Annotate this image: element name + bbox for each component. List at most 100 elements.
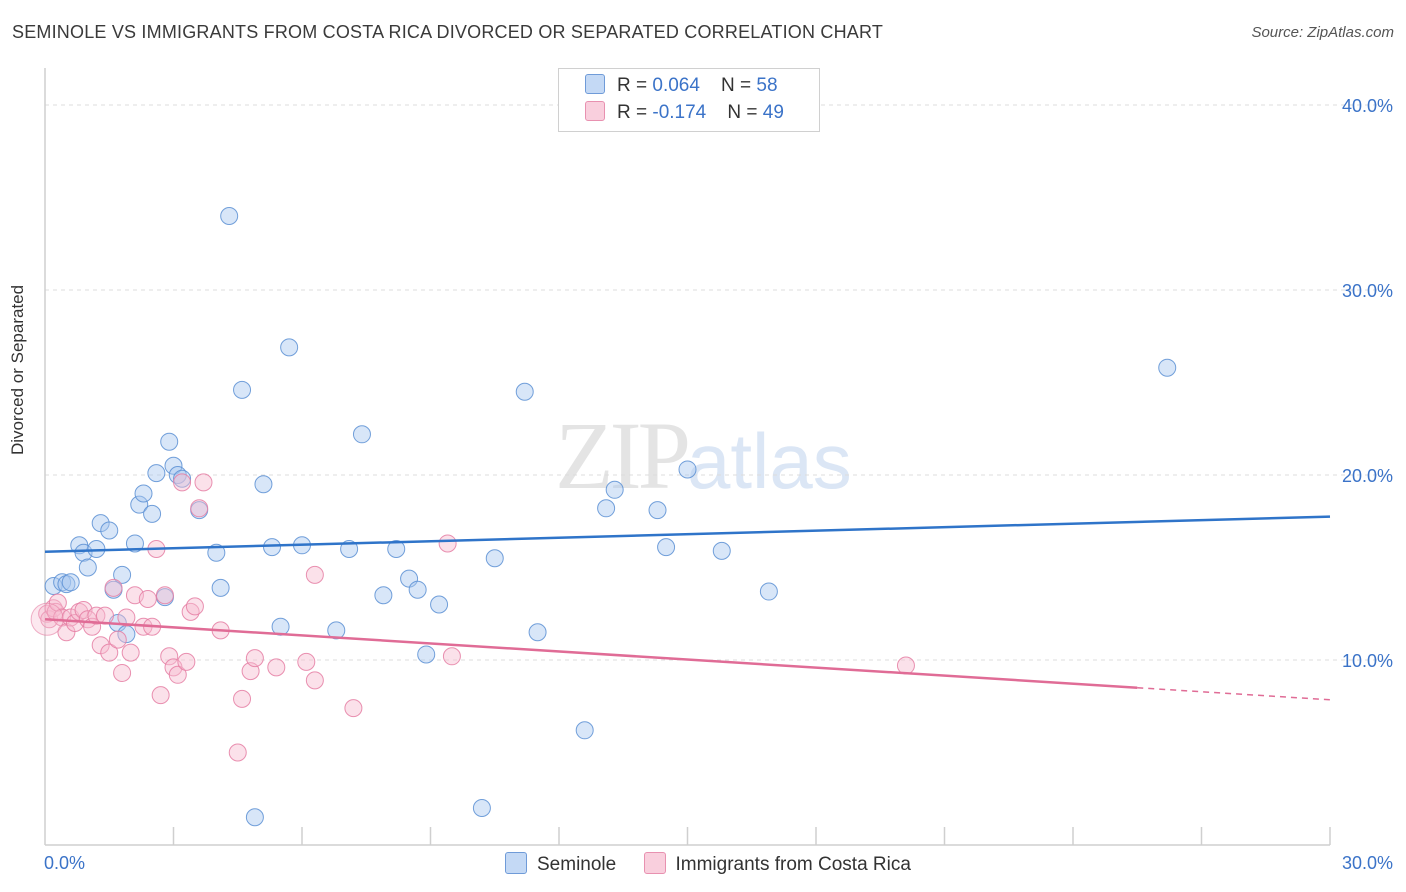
costa-rica-point: [297, 652, 316, 671]
y-tick-label: 10.0%: [1342, 651, 1393, 671]
seminole-point: [125, 534, 144, 553]
seminole-point: [280, 338, 299, 357]
legend-n-value: 49: [762, 102, 784, 123]
costa-rica-point: [896, 656, 915, 675]
series-label-seminole: Seminole: [537, 854, 617, 875]
costa-rica-point: [138, 589, 157, 608]
seminole-point: [245, 808, 264, 827]
costa-rica-point: [305, 565, 324, 584]
seminole-point: [515, 382, 534, 401]
legend-n-label: N =: [721, 75, 757, 96]
legend-swatch-seminole: [585, 74, 605, 94]
costa-rica-point: [438, 534, 457, 553]
costa-rica-point: [121, 643, 140, 662]
legend-n-label: N =: [727, 102, 763, 123]
y-tick-label: 40.0%: [1342, 96, 1393, 116]
costa-rica-point: [344, 699, 363, 718]
seminole-point: [759, 582, 778, 601]
seminole-point: [61, 573, 80, 592]
seminole-trend-line: [44, 515, 1331, 554]
seminole-point: [113, 565, 132, 584]
legend-row-seminole: R = 0.064 N = 58: [585, 74, 778, 100]
costa-rica-point: [305, 671, 324, 690]
series-legend-costa-rica: Immigrants from Costa Rica: [643, 852, 911, 876]
y-tick-label: 30.0%: [1342, 281, 1393, 301]
seminole-point: [130, 495, 149, 514]
costa-rica-point: [267, 658, 286, 677]
costa-rica-point: [233, 689, 252, 708]
seminole-point: [387, 540, 406, 558]
seminole-point: [211, 578, 230, 597]
seminole-point: [173, 469, 192, 488]
y-tick-label: 20.0%: [1342, 466, 1393, 486]
seminole-point: [233, 380, 252, 399]
costa-rica-point: [151, 686, 170, 705]
costa-rica-point: [442, 647, 461, 666]
seminole-point: [485, 549, 504, 568]
legend-r-label: R =: [617, 102, 653, 123]
seminole-point: [597, 499, 616, 518]
seminole-point: [143, 504, 162, 523]
series-legend-seminole: Seminole: [505, 852, 616, 876]
seminole-point: [408, 580, 427, 599]
costa-rica-point: [100, 643, 119, 662]
legend-r-value: 0.064: [652, 75, 700, 96]
series-swatch-costa-rica: [643, 852, 666, 874]
seminole-point: [164, 456, 183, 475]
legend-r-value: -0.174: [652, 102, 707, 123]
seminole-point: [472, 799, 491, 817]
costa-rica-trend-line: [44, 618, 1138, 689]
seminole-point: [263, 538, 282, 557]
y-axis-label: Divorced or Separated: [8, 284, 27, 455]
costa-rica-trend-line-extension: [1137, 686, 1331, 701]
x-tick-label: 30.0%: [1342, 853, 1393, 873]
seminole-point: [1158, 358, 1177, 377]
correlation-legend: R = 0.064 N = 58 R = -0.174 N = 49: [558, 68, 820, 132]
legend-swatch-costa-rica: [585, 101, 605, 121]
seminole-point: [605, 480, 624, 499]
seminole-point: [327, 621, 346, 640]
seminole-point: [678, 460, 697, 479]
costa-rica-point: [104, 578, 123, 597]
x-tick-label: 0.0%: [44, 853, 85, 873]
seminole-point: [78, 558, 97, 577]
watermark-atlas: atlas: [687, 417, 852, 505]
seminole-point: [352, 425, 371, 444]
costa-rica-point: [108, 630, 127, 649]
seminole-point: [374, 586, 393, 605]
costa-rica-point: [117, 608, 136, 627]
series-legend: Seminole Immigrants from Costa Rica: [505, 852, 933, 876]
costa-rica-point: [168, 665, 187, 684]
seminole-point: [147, 464, 166, 483]
costa-rica-point: [177, 652, 196, 671]
seminole-point: [575, 721, 594, 740]
costa-rica-point: [245, 649, 264, 668]
series-swatch-seminole: [505, 852, 527, 874]
costa-rica-point: [190, 499, 209, 518]
seminole-point: [648, 501, 667, 520]
seminole-point: [254, 475, 273, 494]
series-label-costa-rica: Immigrants from Costa Rica: [675, 854, 911, 875]
seminole-point: [430, 595, 449, 614]
costa-rica-point: [194, 473, 213, 492]
costa-rica-point: [48, 593, 67, 612]
chart-title: SEMINOLE VS IMMIGRANTS FROM COSTA RICA D…: [12, 22, 884, 42]
costa-rica-point: [185, 597, 204, 616]
seminole-point: [220, 207, 239, 225]
legend-row-costa-rica: R = -0.174 N = 49: [585, 101, 784, 127]
seminole-point: [712, 541, 731, 560]
legend-n-value: 58: [756, 75, 778, 96]
source-label: Source: ZipAtlas.com: [1251, 24, 1394, 41]
legend-r-label: R =: [617, 75, 653, 96]
costa-rica-point: [160, 647, 179, 666]
seminole-point: [134, 484, 153, 503]
seminole-point: [417, 645, 436, 664]
costa-rica-point: [173, 473, 192, 492]
seminole-point: [657, 538, 676, 557]
costa-rica-point: [228, 743, 247, 762]
seminole-point: [528, 623, 547, 642]
costa-rica-point: [155, 586, 174, 605]
costa-rica-point: [113, 663, 132, 682]
seminole-point: [100, 521, 119, 540]
